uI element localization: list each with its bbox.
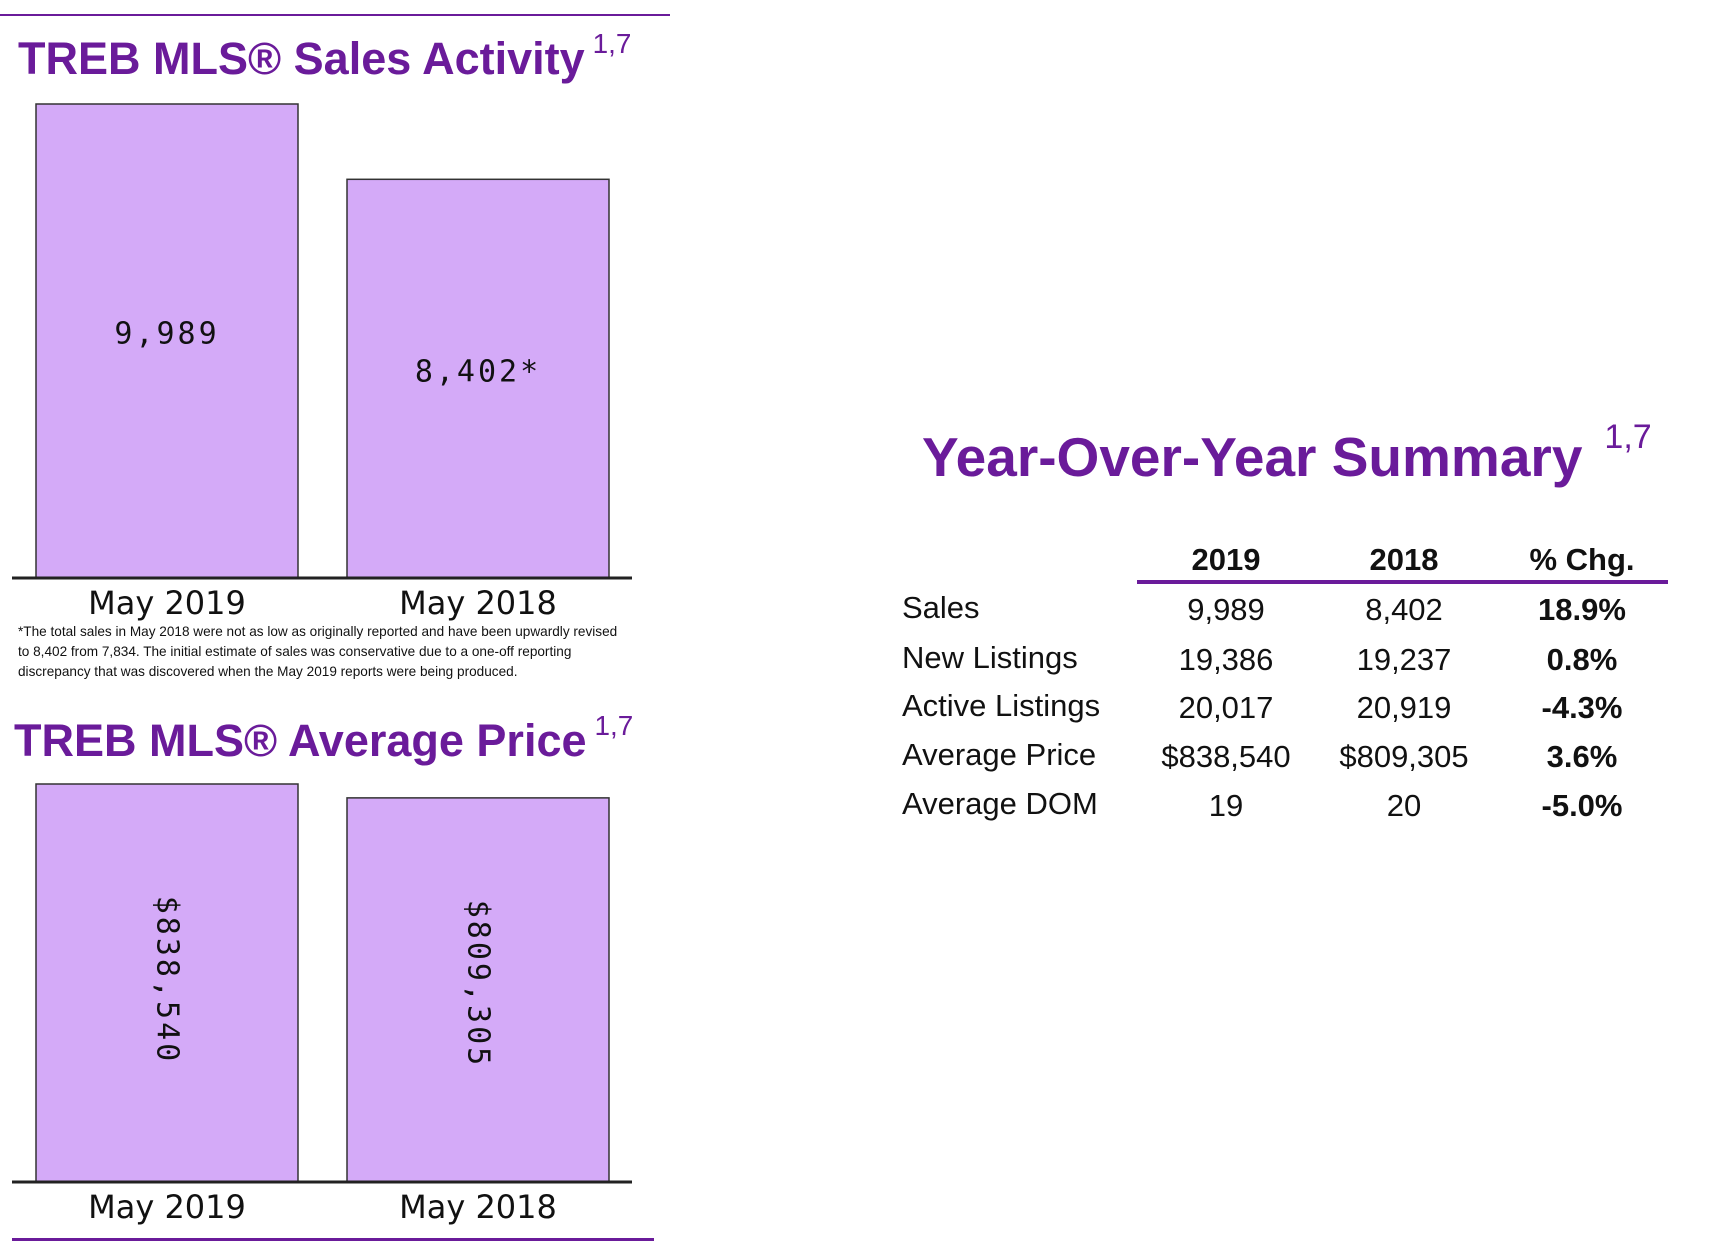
row-label-active-listings: Active Listings — [902, 688, 1101, 723]
cell-average-dom-2019: 19 — [1208, 788, 1244, 823]
category-label-0-0: May 2019 — [88, 584, 246, 622]
cell-new-listings-pct-change: 0.8% — [1546, 642, 1618, 677]
row-label-average-price: Average Price — [902, 737, 1097, 772]
sales-chart-title-text: TREB MLS® Sales Activity — [18, 33, 585, 84]
summary-title: Year-Over-Year Summary 1,7 — [922, 420, 1652, 485]
bar-0-may-2019 — [35, 103, 299, 579]
column-header-2019: 2019 — [1191, 542, 1261, 577]
cell-average-price-2018: $809,305 — [1339, 739, 1469, 774]
summary-title-superscript: 1,7 — [1604, 418, 1652, 456]
bar-1-may-2018 — [346, 797, 610, 1183]
cell-active-listings-2019: 20,017 — [1178, 690, 1274, 725]
row-label-sales: Sales — [902, 590, 980, 625]
sales-footnote: *The total sales in May 2018 were not as… — [18, 624, 618, 679]
category-label-1-0: May 2019 — [88, 1188, 246, 1226]
row-label-average-dom: Average DOM — [902, 786, 1098, 821]
cell-new-listings-2019: 19,386 — [1178, 642, 1274, 677]
price-chart-title-text: TREB MLS® Average Price — [14, 715, 587, 766]
price-chart-title: TREB MLS® Average Price 1,7 — [14, 712, 633, 766]
data-label-0-0: 9,989 — [114, 317, 219, 352]
cell-average-dom-2018: 20 — [1386, 788, 1422, 823]
header-rule — [1137, 580, 1668, 584]
price-chart-title-superscript: 1,7 — [594, 710, 634, 741]
column-header-pct-change: % Chg. — [1529, 542, 1635, 577]
cell-active-listings-2018: 20,919 — [1356, 690, 1452, 725]
summary-title-text: Year-Over-Year Summary — [922, 426, 1583, 488]
data-label-0-1: 8,402* — [415, 355, 541, 390]
cell-sales-2018: 8,402 — [1365, 592, 1443, 627]
category-label-1-1: May 2018 — [399, 1188, 557, 1226]
data-label-1-1: $809,305 — [461, 900, 496, 1069]
average-price-chart: $838,540 May 2019 $809,305 May 2018 — [12, 783, 632, 1226]
cell-average-dom-pct-change: -5.0% — [1541, 788, 1623, 823]
cell-new-listings-2018: 19,237 — [1356, 642, 1452, 677]
cell-average-price-pct-change: 3.6% — [1546, 739, 1618, 774]
sales-chart-title-superscript: 1,7 — [592, 28, 632, 59]
category-label-0-1: May 2018 — [399, 584, 557, 622]
cell-average-price-2019: $838,540 — [1161, 739, 1291, 774]
cell-active-listings-pct-change: -4.3% — [1541, 690, 1623, 725]
cell-sales-pct-change: 18.9% — [1538, 592, 1626, 627]
cell-sales-2019: 9,989 — [1187, 592, 1265, 627]
sales-chart-title: TREB MLS® Sales Activity 1,7 — [18, 30, 631, 84]
column-header-2018: 2018 — [1369, 542, 1439, 577]
bar-0-may-2018 — [346, 178, 610, 579]
bottom-rule — [12, 1238, 654, 1241]
bar-1-may-2019 — [35, 783, 299, 1183]
data-label-1-0: $838,540 — [150, 896, 185, 1065]
sales-activity-chart: 9,989 May 2019 8,402* May 2018 — [12, 103, 632, 622]
top-rule — [0, 14, 670, 16]
row-label-new-listings: New Listings — [902, 640, 1078, 675]
